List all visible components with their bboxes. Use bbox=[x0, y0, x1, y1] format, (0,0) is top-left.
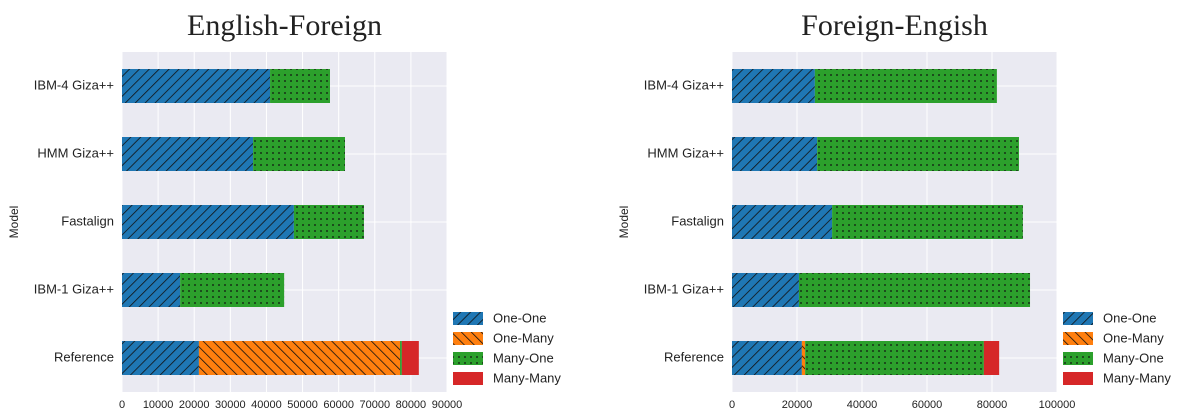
bar-hatch bbox=[122, 205, 294, 239]
legend-swatch bbox=[453, 372, 483, 385]
x-tick-label: 0 bbox=[119, 399, 125, 411]
x-tick-label: 60000 bbox=[912, 399, 943, 411]
legend-hatch bbox=[1063, 352, 1093, 365]
legend-label: Many-One bbox=[493, 350, 554, 365]
legend-hatch bbox=[1063, 332, 1093, 345]
y-axis-label: Model bbox=[7, 206, 21, 239]
x-tick-label: 40000 bbox=[251, 399, 282, 411]
chart-title: English-Foreign bbox=[187, 9, 382, 42]
legend-hatch bbox=[453, 312, 483, 325]
legend-label: Many-Many bbox=[493, 370, 561, 385]
y-tick-label: Fastalign bbox=[671, 213, 724, 228]
x-tick-label: 60000 bbox=[323, 399, 354, 411]
y-axis-label: Model bbox=[617, 206, 631, 239]
bar-hatch bbox=[122, 341, 199, 375]
y-tick-label: IBM-1 Giza++ bbox=[34, 281, 114, 296]
x-tick-label: 70000 bbox=[359, 399, 390, 411]
bar-hatch bbox=[817, 137, 1019, 171]
bar bbox=[401, 341, 419, 375]
bar-hatch bbox=[122, 137, 254, 171]
x-tick-label: 40000 bbox=[847, 399, 878, 411]
y-tick-label: Reference bbox=[54, 349, 114, 364]
y-tick-label: Reference bbox=[664, 349, 724, 364]
bar-hatch bbox=[122, 273, 181, 307]
x-tick-label: 20000 bbox=[179, 399, 210, 411]
bar-hatch bbox=[180, 273, 285, 307]
legend-hatch bbox=[453, 332, 483, 345]
bar-hatch bbox=[732, 205, 833, 239]
legend-hatch bbox=[453, 352, 483, 365]
x-tick-label: 50000 bbox=[287, 399, 318, 411]
bar-hatch bbox=[400, 341, 402, 375]
legend-label: Many-One bbox=[1103, 350, 1164, 365]
bar-hatch bbox=[732, 69, 815, 103]
bar-hatch bbox=[253, 137, 345, 171]
legend-label: One-One bbox=[493, 310, 546, 325]
bar-hatch bbox=[801, 341, 806, 375]
y-tick-label: IBM-4 Giza++ bbox=[644, 77, 724, 92]
legend-hatch bbox=[1063, 312, 1093, 325]
bar-hatch bbox=[270, 69, 330, 103]
x-tick-label: 80000 bbox=[396, 399, 427, 411]
y-tick-label: HMM Giza++ bbox=[647, 145, 724, 160]
y-tick-label: Fastalign bbox=[61, 213, 114, 228]
y-tick-label: HMM Giza++ bbox=[37, 145, 114, 160]
bar bbox=[983, 341, 1000, 375]
y-tick-label: IBM-1 Giza++ bbox=[644, 281, 724, 296]
x-tick-label: 80000 bbox=[977, 399, 1008, 411]
bar-hatch bbox=[732, 273, 799, 307]
bar-hatch bbox=[814, 69, 997, 103]
bar-hatch bbox=[832, 205, 1023, 239]
legend-label: One-Many bbox=[493, 330, 554, 345]
bar-hatch bbox=[122, 69, 271, 103]
x-tick-label: 20000 bbox=[782, 399, 813, 411]
bar-hatch bbox=[798, 273, 1031, 307]
x-tick-label: 100000 bbox=[1039, 399, 1076, 411]
legend-label: One-One bbox=[1103, 310, 1156, 325]
legend-label: One-Many bbox=[1103, 330, 1164, 345]
bar-hatch bbox=[198, 341, 401, 375]
x-tick-label: 90000 bbox=[432, 399, 463, 411]
bar-hatch bbox=[805, 341, 984, 375]
y-tick-label: IBM-4 Giza++ bbox=[34, 77, 114, 92]
legend-swatch bbox=[1063, 372, 1093, 385]
bar-hatch bbox=[732, 137, 818, 171]
x-tick-label: 30000 bbox=[215, 399, 246, 411]
legend-label: Many-Many bbox=[1103, 370, 1171, 385]
bar-hatch bbox=[732, 341, 802, 375]
x-tick-label: 0 bbox=[729, 399, 735, 411]
bar-hatch bbox=[293, 205, 364, 239]
chart-title: Foreign-Engish bbox=[801, 9, 988, 42]
x-tick-label: 10000 bbox=[143, 399, 174, 411]
